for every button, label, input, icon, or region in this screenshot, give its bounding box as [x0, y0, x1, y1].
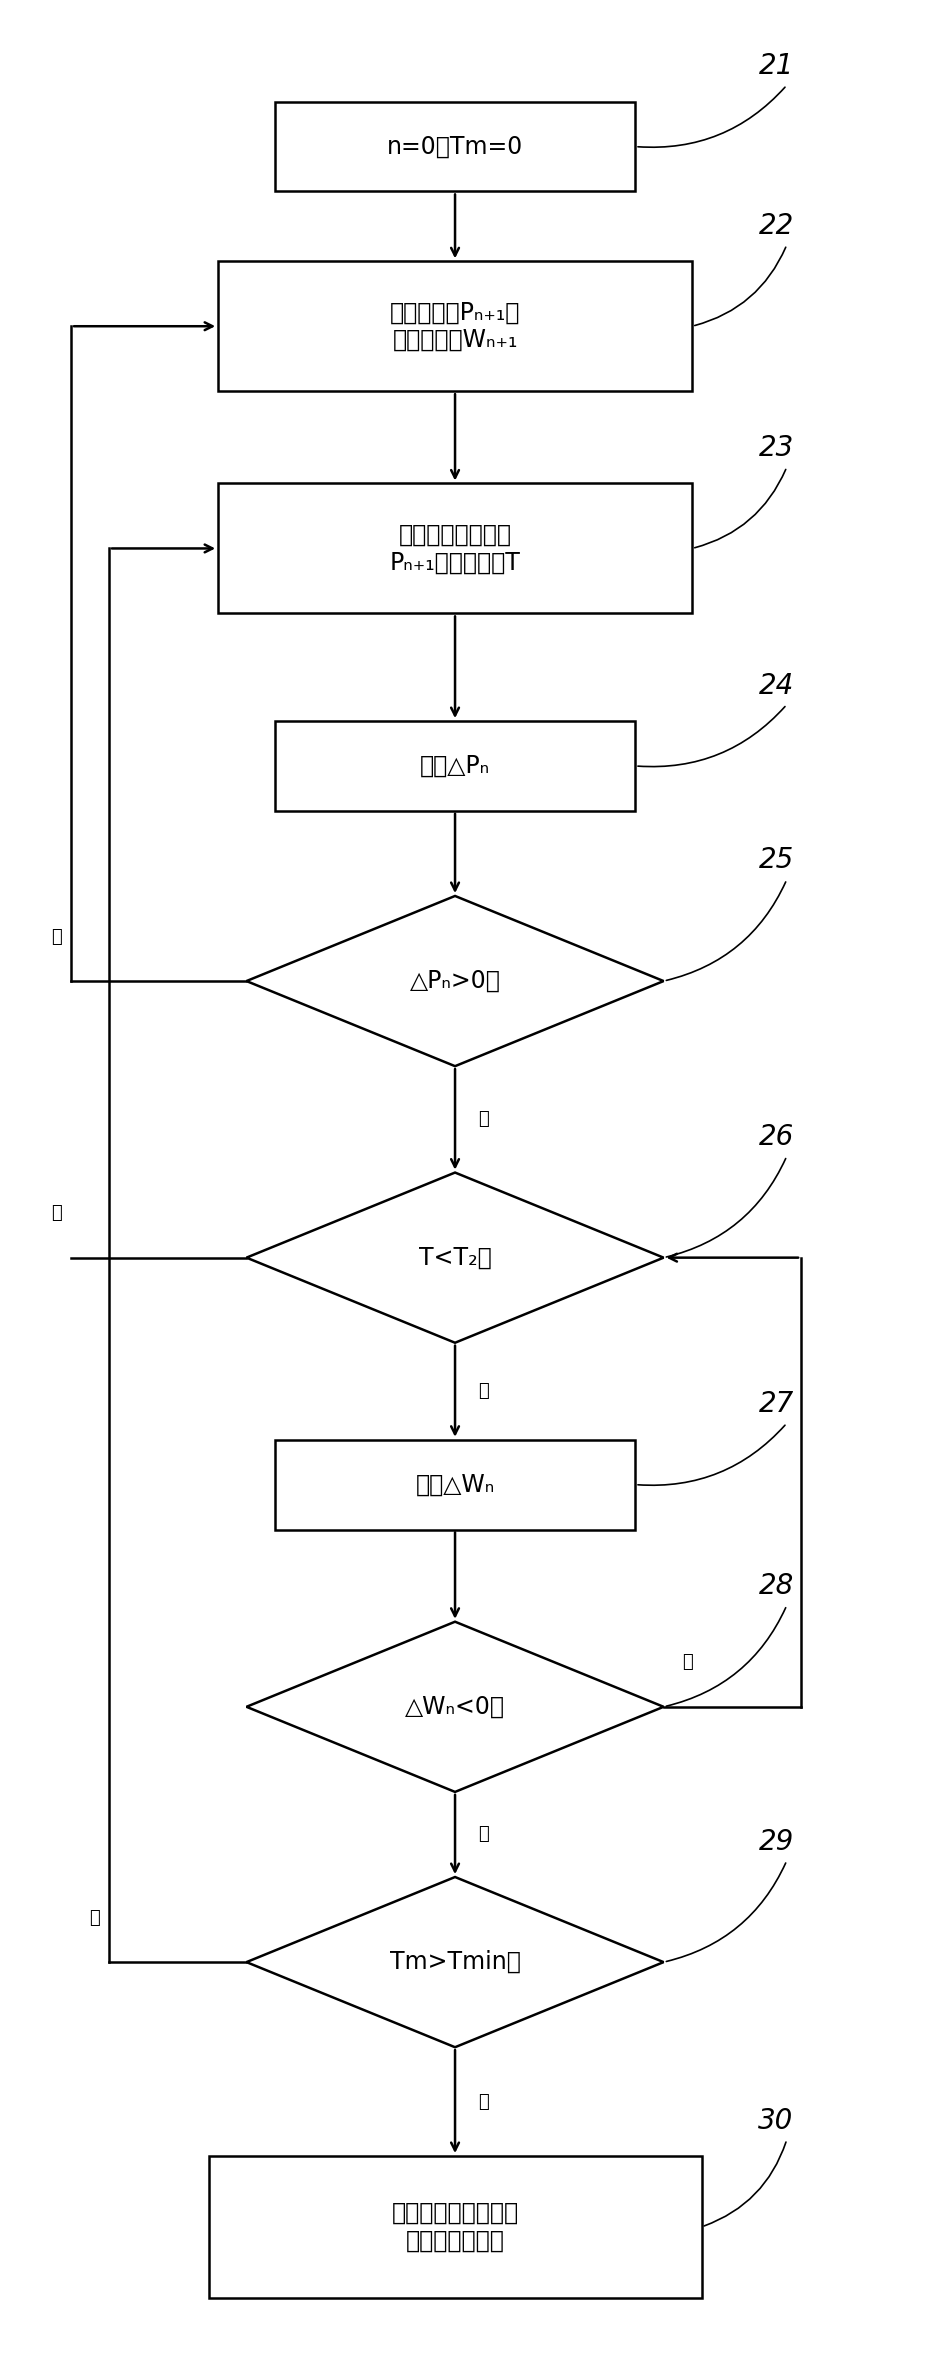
Text: 21: 21 [758, 52, 793, 80]
Bar [275, 102, 635, 191]
Bar [209, 2156, 702, 2298]
Text: 否: 否 [51, 1203, 63, 1222]
Text: △Wₙ<0？: △Wₙ<0？ [405, 1695, 505, 1719]
Text: 是: 是 [478, 2092, 489, 2111]
Text: 27: 27 [758, 1390, 793, 1418]
Text: 否: 否 [51, 927, 63, 946]
Text: Tm>Tmin？: Tm>Tmin？ [390, 1950, 520, 1974]
Text: 23: 23 [758, 435, 793, 461]
Bar [275, 1440, 635, 1530]
Text: 累积采集到扭矩值
Pₙ₊₁的检测时间T: 累积采集到扭矩值 Pₙ₊₁的检测时间T [390, 522, 520, 574]
Bar [218, 482, 692, 612]
Text: 26: 26 [758, 1123, 793, 1151]
Text: 29: 29 [758, 1827, 793, 1856]
Text: 控制器控制声光报警
器进行声光报警: 控制器控制声光报警 器进行声光报警 [392, 2201, 519, 2253]
Text: 计算△Pₙ: 计算△Pₙ [420, 754, 490, 778]
Text: 是: 是 [478, 1383, 489, 1399]
Text: 25: 25 [758, 846, 793, 875]
Text: 24: 24 [758, 671, 793, 700]
Text: 28: 28 [758, 1572, 793, 1600]
Bar [275, 721, 635, 811]
Text: 否: 否 [89, 1908, 100, 1927]
Text: 22: 22 [758, 213, 793, 239]
Text: △Pₙ>0？: △Pₙ>0？ [410, 969, 501, 993]
Text: 采集扭矩值Pₙ₊₁，
采集湿度值Wₙ₊₁: 采集扭矩值Pₙ₊₁， 采集湿度值Wₙ₊₁ [390, 300, 520, 352]
Text: 否: 否 [683, 1652, 693, 1671]
Text: 是: 是 [478, 1111, 489, 1128]
Text: 计算△Wₙ: 计算△Wₙ [415, 1473, 495, 1496]
Text: n=0，Tm=0: n=0，Tm=0 [387, 135, 523, 158]
Text: 30: 30 [758, 2106, 793, 2135]
Text: T<T₂？: T<T₂？ [419, 1246, 491, 1269]
Bar [218, 260, 692, 390]
Text: 是: 是 [478, 1825, 489, 1844]
